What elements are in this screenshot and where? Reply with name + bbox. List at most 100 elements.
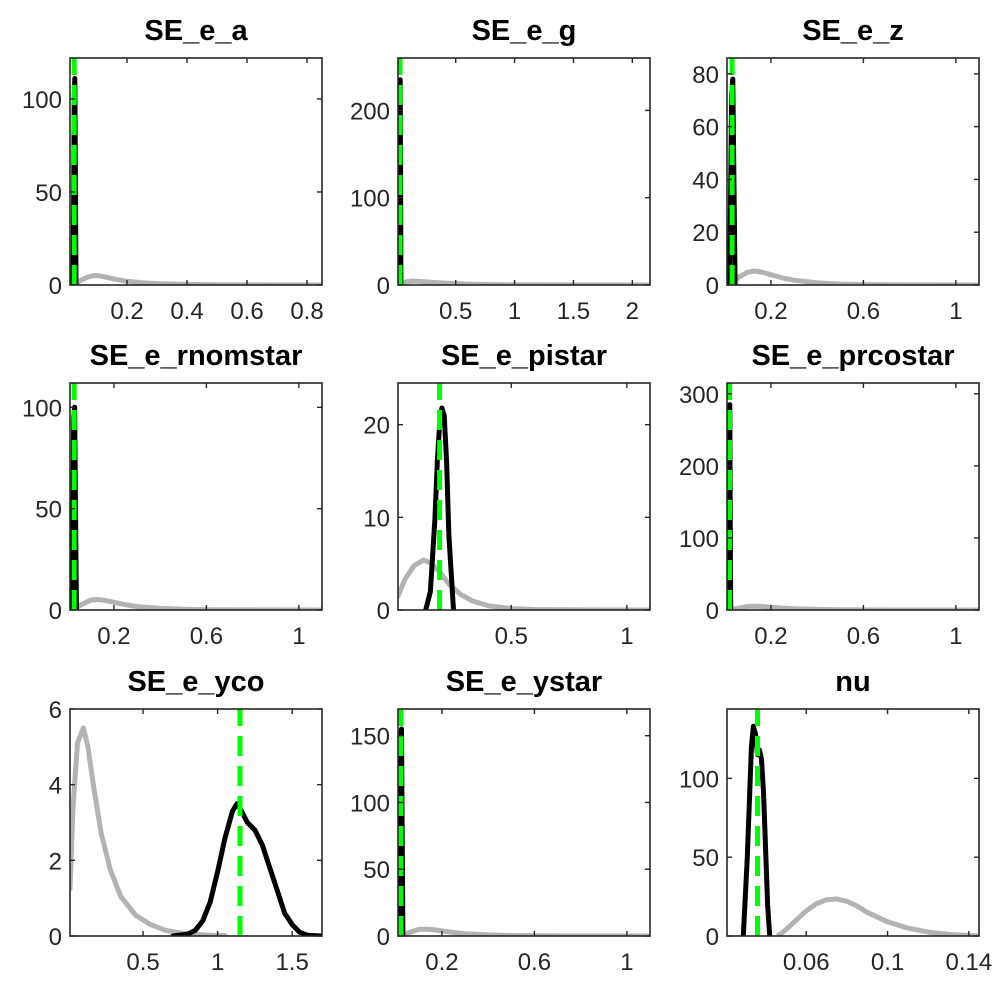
y-tick-label: 2	[49, 848, 62, 875]
y-tick-label: 0	[377, 924, 390, 951]
axes-box	[69, 708, 323, 937]
y-tick-label: 10	[363, 505, 390, 532]
y-tick-label: 50	[35, 180, 62, 207]
x-tick-label: 0.1	[871, 949, 904, 976]
subplot-1: SE_e_g 0.5 1 1.5 2 0 100 200	[350, 15, 651, 325]
y-tick-label: 100	[679, 766, 719, 793]
y-tick-label: 300	[679, 382, 719, 409]
plot-area	[70, 709, 322, 936]
subplot-title: nu	[835, 666, 870, 698]
plot-area	[70, 58, 322, 285]
y-tick-label: 0	[377, 598, 390, 625]
y-tick-label: 200	[350, 98, 390, 125]
subplot-title: SE_e_z	[802, 15, 904, 47]
x-tick-label: 1.5	[557, 298, 590, 325]
subplot-7: SE_e_ystar 0.2 0.6 1 0 50 100 150	[350, 666, 651, 976]
subplot-title: SE_e_rnomstar	[90, 340, 303, 372]
x-tick-label: 1	[620, 949, 633, 976]
x-tick-label: 0.5	[439, 298, 472, 325]
axes-box	[726, 382, 980, 611]
x-tick-label: 1	[949, 623, 962, 650]
x-tick-label: 0.6	[847, 298, 880, 325]
y-tick-label: 100	[22, 87, 62, 114]
axes-box	[69, 382, 323, 611]
subplot-6: SE_e_yco 0.5 1 1.5 0 2 4 6	[49, 666, 323, 976]
axes-box	[69, 57, 323, 286]
prior-density-line	[727, 268, 979, 285]
x-tick-label: 0.6	[518, 949, 551, 976]
x-tick-label: 0.2	[754, 623, 787, 650]
x-tick-label: 0.6	[190, 623, 223, 650]
y-tick-label: 0	[377, 273, 390, 300]
plot-area	[727, 58, 979, 285]
y-tick-label: 0	[706, 924, 719, 951]
y-tick-label: 100	[679, 526, 719, 553]
y-tick-label: 100	[22, 395, 62, 422]
x-tick-label: 0.2	[110, 298, 143, 325]
y-tick-label: 0	[706, 598, 719, 625]
x-tick-label: 1	[620, 623, 633, 650]
y-tick-label: 50	[35, 497, 62, 524]
y-tick-label: 150	[350, 724, 390, 751]
prior-density-line	[70, 273, 322, 285]
subplot-title: SE_e_ystar	[446, 666, 602, 698]
subplot-2: SE_e_z 0.2 0.6 1 0 20 40 60 80	[692, 15, 980, 325]
x-tick-label: 0.6	[847, 623, 880, 650]
x-tick-label: 2	[626, 298, 639, 325]
subplot-title: SE_e_a	[144, 15, 248, 47]
plot-area	[740, 709, 979, 936]
plot-area	[727, 383, 979, 610]
prior-density-line	[398, 926, 650, 936]
subplot-5: SE_e_prcostar 0.2 0.6 1 0 100 200 300	[679, 340, 980, 650]
x-tick-label: 0.8	[290, 298, 323, 325]
y-tick-label: 20	[363, 413, 390, 440]
x-tick-label: 1	[292, 623, 305, 650]
subplot-title: SE_e_g	[472, 15, 577, 47]
y-tick-label: 50	[363, 857, 390, 884]
y-tick-label: 20	[692, 220, 719, 247]
y-tick-label: 100	[350, 186, 390, 213]
y-tick-label: 0	[49, 598, 62, 625]
subplot-title: SE_e_yco	[127, 666, 264, 698]
y-tick-label: 60	[692, 115, 719, 142]
x-tick-label: 1	[949, 298, 962, 325]
prior-density-line	[398, 557, 650, 610]
x-tick-label: 1	[508, 298, 521, 325]
y-tick-label: 0	[49, 924, 62, 951]
prior-density-line	[70, 597, 322, 610]
y-tick-label: 0	[49, 273, 62, 300]
axes-box	[397, 382, 651, 611]
subplot-title: SE_e_pistar	[441, 340, 607, 372]
posterior-density-line	[170, 801, 322, 936]
subplot-title: SE_e_prcostar	[751, 340, 954, 372]
x-tick-label: 1.5	[275, 949, 308, 976]
plot-area	[70, 383, 322, 610]
y-tick-label: 0	[706, 273, 719, 300]
x-tick-label: 0.6	[230, 298, 263, 325]
axes-box	[397, 708, 651, 937]
x-tick-label: 0.06	[783, 949, 830, 976]
axes-box	[726, 57, 980, 286]
y-tick-label: 50	[692, 845, 719, 872]
y-tick-label: 4	[49, 773, 62, 800]
x-tick-label: 0.2	[754, 298, 787, 325]
axes-box	[397, 57, 651, 286]
x-tick-label: 1	[211, 949, 224, 976]
x-tick-label: 0.2	[425, 949, 458, 976]
plot-area	[398, 709, 650, 936]
x-tick-label: 0.4	[170, 298, 203, 325]
prior-density-line	[775, 896, 979, 936]
subplot-0: SE_e_a 0.2 0.4 0.6 0.8 0 50 100	[22, 15, 324, 325]
y-tick-label: 100	[350, 790, 390, 817]
subplot-8: nu 0.06 0.1 0.14 0 50 100	[679, 666, 992, 976]
x-tick-label: 0.2	[97, 623, 130, 650]
x-tick-label: 0.5	[495, 623, 528, 650]
y-tick-label: 6	[49, 697, 62, 724]
plot-area	[398, 58, 650, 285]
y-tick-label: 40	[692, 167, 719, 194]
x-tick-label: 0.14	[945, 949, 992, 976]
prior-density-line	[70, 725, 228, 936]
x-tick-label: 0.5	[126, 949, 159, 976]
